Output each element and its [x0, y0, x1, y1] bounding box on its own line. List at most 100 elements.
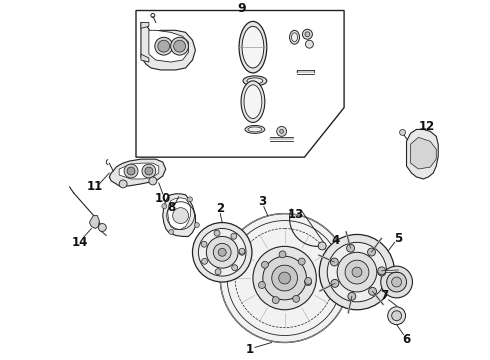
- Ellipse shape: [245, 125, 265, 133]
- Ellipse shape: [247, 78, 263, 84]
- Circle shape: [213, 243, 231, 261]
- Circle shape: [162, 204, 167, 209]
- Circle shape: [124, 164, 138, 178]
- Circle shape: [119, 180, 127, 188]
- Circle shape: [280, 129, 284, 133]
- Polygon shape: [119, 163, 159, 179]
- Circle shape: [399, 129, 406, 135]
- Circle shape: [201, 241, 207, 247]
- Circle shape: [305, 279, 312, 285]
- Circle shape: [279, 251, 286, 258]
- Polygon shape: [141, 22, 149, 28]
- Polygon shape: [136, 10, 344, 157]
- Circle shape: [206, 237, 238, 268]
- Polygon shape: [90, 216, 99, 229]
- Circle shape: [231, 233, 237, 239]
- Text: 1: 1: [246, 343, 254, 356]
- Circle shape: [201, 258, 208, 264]
- Circle shape: [155, 37, 172, 55]
- Circle shape: [195, 222, 199, 228]
- Text: 14: 14: [72, 236, 88, 249]
- Circle shape: [279, 272, 291, 284]
- Circle shape: [330, 258, 338, 266]
- Circle shape: [298, 258, 305, 265]
- Circle shape: [378, 267, 386, 275]
- Ellipse shape: [248, 127, 262, 132]
- Circle shape: [172, 208, 189, 224]
- Ellipse shape: [239, 21, 267, 73]
- Circle shape: [173, 40, 186, 52]
- Circle shape: [305, 278, 312, 284]
- Circle shape: [145, 167, 153, 175]
- Circle shape: [262, 261, 269, 268]
- Circle shape: [293, 296, 299, 302]
- Text: 2: 2: [216, 202, 224, 215]
- Circle shape: [368, 248, 375, 256]
- Polygon shape: [149, 30, 189, 62]
- Ellipse shape: [290, 30, 299, 44]
- Ellipse shape: [292, 33, 297, 42]
- Ellipse shape: [242, 26, 264, 68]
- Circle shape: [277, 126, 287, 136]
- Circle shape: [149, 177, 157, 185]
- Circle shape: [214, 230, 220, 236]
- Circle shape: [378, 268, 386, 276]
- Circle shape: [239, 249, 245, 255]
- Circle shape: [188, 197, 193, 202]
- Circle shape: [263, 256, 306, 300]
- Circle shape: [272, 297, 279, 303]
- Text: 4: 4: [331, 234, 339, 247]
- Circle shape: [98, 224, 106, 231]
- Text: 12: 12: [418, 120, 435, 133]
- Polygon shape: [163, 194, 196, 237]
- Polygon shape: [109, 159, 166, 186]
- Circle shape: [258, 282, 266, 288]
- Ellipse shape: [241, 81, 265, 122]
- Circle shape: [127, 167, 135, 175]
- Circle shape: [305, 40, 314, 48]
- Circle shape: [318, 242, 326, 250]
- Text: 5: 5: [394, 232, 403, 245]
- Circle shape: [331, 279, 339, 287]
- Circle shape: [215, 269, 221, 275]
- Circle shape: [392, 277, 402, 287]
- Circle shape: [253, 246, 317, 310]
- Circle shape: [305, 32, 310, 37]
- Circle shape: [388, 307, 406, 325]
- Circle shape: [319, 234, 394, 310]
- Circle shape: [387, 272, 407, 292]
- Circle shape: [302, 29, 313, 39]
- Circle shape: [218, 248, 226, 256]
- Polygon shape: [407, 129, 438, 179]
- Circle shape: [346, 244, 355, 252]
- Circle shape: [348, 292, 356, 300]
- Circle shape: [220, 213, 349, 342]
- Text: 6: 6: [402, 333, 411, 346]
- Circle shape: [352, 267, 362, 277]
- Circle shape: [193, 222, 252, 282]
- Text: 11: 11: [86, 180, 102, 193]
- Text: 7: 7: [381, 289, 389, 302]
- Circle shape: [171, 37, 189, 55]
- Circle shape: [142, 164, 156, 178]
- Circle shape: [158, 40, 170, 52]
- Text: 8: 8: [168, 201, 176, 214]
- Circle shape: [169, 229, 173, 234]
- Circle shape: [381, 266, 413, 298]
- Circle shape: [272, 265, 297, 291]
- Text: 10: 10: [155, 192, 171, 205]
- Text: 3: 3: [258, 195, 266, 208]
- Text: 9: 9: [238, 2, 246, 15]
- Polygon shape: [411, 137, 436, 169]
- Ellipse shape: [243, 76, 267, 86]
- Polygon shape: [141, 54, 149, 62]
- Circle shape: [198, 229, 246, 276]
- Text: 13: 13: [288, 208, 304, 221]
- Circle shape: [239, 248, 245, 254]
- Circle shape: [345, 260, 369, 284]
- Circle shape: [327, 242, 387, 302]
- Circle shape: [368, 287, 376, 295]
- Polygon shape: [168, 198, 191, 229]
- Circle shape: [232, 265, 238, 271]
- Circle shape: [392, 311, 402, 321]
